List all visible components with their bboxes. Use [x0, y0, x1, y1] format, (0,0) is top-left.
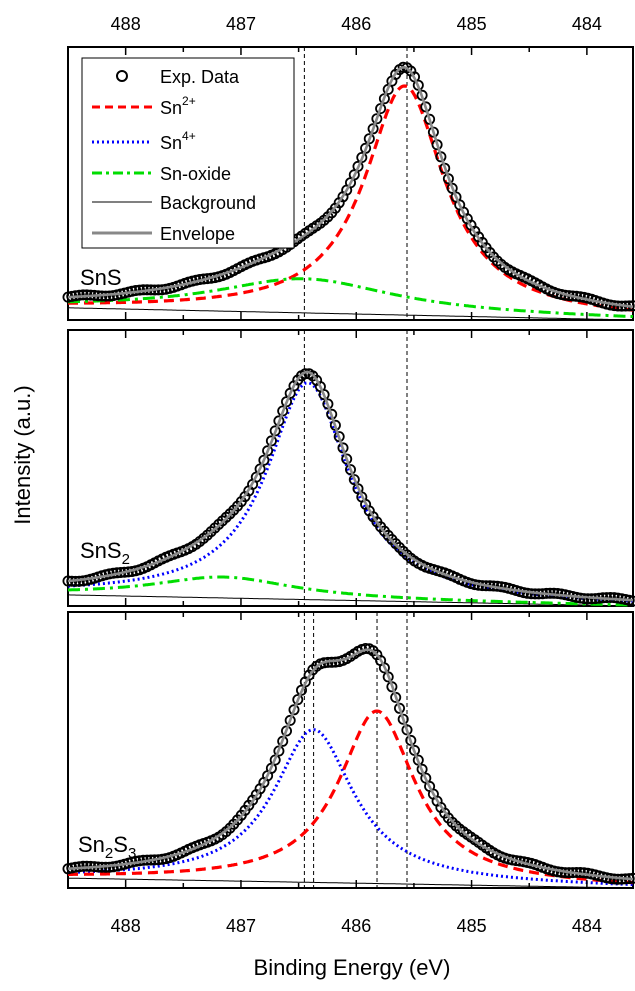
- exp-data-point: [510, 855, 522, 867]
- exp-data-point: [288, 704, 300, 716]
- exp-data-point: [344, 464, 356, 476]
- legend-swatch-exp-data: [116, 70, 128, 82]
- component-sn2-line: [68, 709, 634, 885]
- top-tick-label: 485: [457, 14, 487, 34]
- legend: Exp. Data Sn2+ Sn4+ Sn-oxide Background …: [81, 57, 295, 249]
- panel-label-sns: SnS: [80, 265, 122, 290]
- bottom-tick-label: 486: [341, 916, 371, 936]
- component-sn2-line: [68, 84, 634, 312]
- bottom-tick-label: 484: [572, 916, 602, 936]
- exp-data-point: [284, 714, 296, 726]
- exp-data-point: [397, 713, 409, 725]
- panel-frame: [67, 329, 634, 607]
- top-tick-label: 487: [226, 14, 256, 34]
- top-tick-label: 488: [111, 14, 141, 34]
- legend-label-envelope: Envelope: [160, 224, 235, 244]
- exp-data-point: [352, 160, 364, 172]
- x-axis-label: Binding Energy (eV): [254, 955, 451, 980]
- legend-label-background: Background: [160, 193, 256, 213]
- exp-data-point: [292, 694, 304, 706]
- legend-box: [81, 57, 295, 249]
- exp-data-point: [348, 474, 360, 486]
- exp-data-point: [341, 453, 353, 465]
- envelope-line: [67, 648, 634, 881]
- bottom-tick-label: 488: [111, 916, 141, 936]
- background-line: [68, 594, 633, 607]
- envelope-line: [68, 65, 634, 308]
- component-sn4-line: [68, 381, 634, 603]
- top-tick-label: 486: [341, 14, 371, 34]
- component-oxide-line: [67, 575, 633, 607]
- exp-data-point: [367, 123, 379, 135]
- exp-data-point: [254, 463, 266, 475]
- top-tick-label: 484: [572, 14, 602, 34]
- exp-data-point: [318, 657, 330, 669]
- legend-label-exp-data: Exp. Data: [160, 67, 240, 87]
- legend-label-sn4: Sn4+: [160, 129, 196, 153]
- exp-data-point: [378, 662, 390, 674]
- panel-label-sn2s3: Sn2S3: [78, 832, 136, 862]
- exp-data-point: [262, 445, 274, 457]
- panel-frame: [67, 46, 634, 321]
- panel-2: [62, 611, 635, 889]
- background-line: [67, 877, 633, 889]
- legend-label-sn2: Sn2+: [160, 94, 196, 118]
- exp-data-point: [258, 454, 270, 466]
- exp-data-point: [371, 113, 383, 125]
- panel-frame: [67, 611, 634, 889]
- exp-data-point: [318, 389, 330, 401]
- panel-0: [62, 46, 635, 321]
- panel-1: [62, 329, 635, 607]
- envelope-line: [67, 370, 634, 602]
- background-line: [68, 307, 633, 321]
- legend-label-oxide: Sn-oxide: [160, 164, 231, 184]
- exp-data-point: [360, 643, 372, 655]
- y-axis-label: Intensity (a.u.): [10, 385, 35, 524]
- component-oxide-line: [68, 277, 634, 319]
- panel-label-sns2: SnS2: [80, 538, 130, 568]
- bottom-tick-label: 485: [457, 916, 487, 936]
- bottom-tick-label: 487: [226, 916, 256, 936]
